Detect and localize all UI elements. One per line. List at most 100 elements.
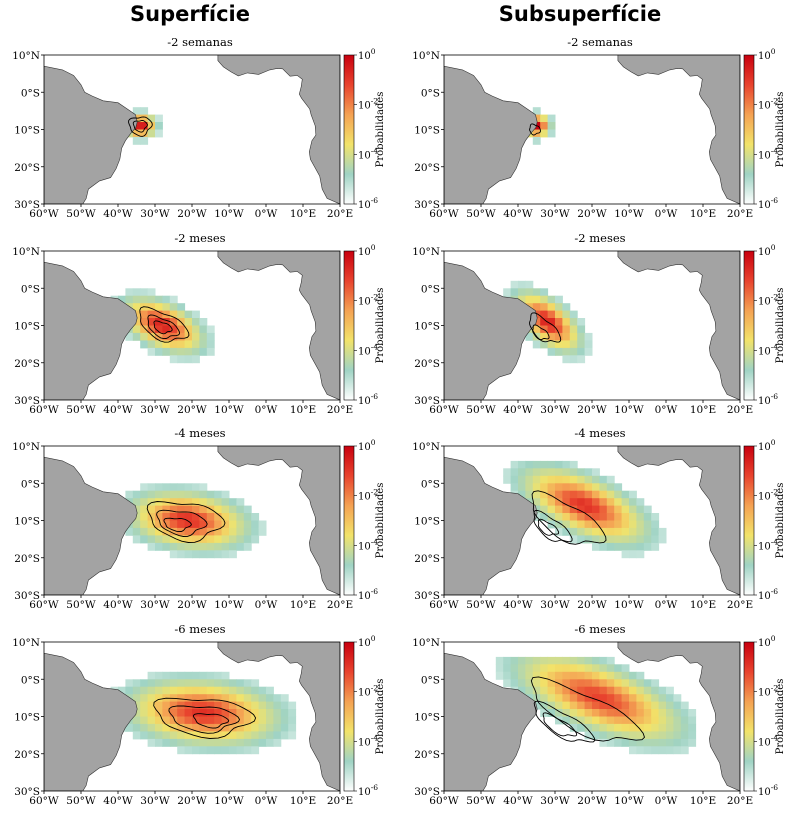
lon-tick-label: 20°E xyxy=(727,208,753,220)
lon-tick-label: 30°W xyxy=(140,404,170,416)
lon-tick-label: 60°W xyxy=(429,599,459,611)
south-america-land xyxy=(444,456,538,595)
lon-tick-label: 20°E xyxy=(727,404,753,416)
africa-land xyxy=(617,55,740,204)
colorbar-tick-label: 100 xyxy=(758,243,776,258)
map-panel: -6 meses 60°W 50°W 40°W 30°W 20°W 10°W 0°W 10°E 2… xyxy=(0,622,390,817)
lon-tick-label: 10°W xyxy=(614,208,644,220)
colorbar-label: Probabilidades xyxy=(375,287,386,363)
lon-tick-label: 20°E xyxy=(727,599,753,611)
lon-tick-label: 60°W xyxy=(29,208,59,220)
lon-tick-label: 30°W xyxy=(540,208,570,220)
lon-tick-label: 60°W xyxy=(29,795,59,807)
lon-tick-label: 10°W xyxy=(614,599,644,611)
lon-tick-label: 40°W xyxy=(103,208,133,220)
lat-tick-label: 20°S xyxy=(414,748,440,760)
probability-contour xyxy=(542,711,578,736)
lat-tick-label: 0°S xyxy=(421,478,440,490)
lon-tick-label: 20°W xyxy=(177,599,207,611)
probability-contour xyxy=(538,518,560,536)
map-panel: -6 meses 60°W 50°W 40°W 30°W 20°W 10°W 0°W 10°E 2… xyxy=(400,622,790,817)
lon-tick-label: 10°W xyxy=(214,208,244,220)
lat-tick-label: 10°S xyxy=(414,711,440,723)
lon-tick-label: 40°W xyxy=(103,599,133,611)
lat-tick-label: 30°S xyxy=(414,590,440,602)
lon-tick-label: 10°E xyxy=(690,404,716,416)
lon-tick-label: 60°W xyxy=(429,208,459,220)
probability-contour xyxy=(529,123,541,136)
lon-tick-label: 20°E xyxy=(327,404,353,416)
map-plot: 60°W 50°W 40°W 30°W 20°W 10°W 0°W 10°E 20°E 10°N 0… xyxy=(412,47,786,220)
lat-tick-label: 10°S xyxy=(414,125,440,137)
africa-land xyxy=(617,641,740,791)
lon-tick-label: 50°W xyxy=(66,404,96,416)
colorbar xyxy=(343,445,355,596)
lon-tick-label: 20°W xyxy=(177,795,207,807)
lat-tick-label: 10°S xyxy=(14,516,40,528)
lat-tick-label: 10°S xyxy=(414,516,440,528)
lon-tick-label: 30°W xyxy=(140,599,170,611)
lat-tick-label: 30°S xyxy=(14,590,40,602)
lon-tick-label: 30°W xyxy=(540,795,570,807)
lon-tick-label: 10°W xyxy=(214,795,244,807)
map-plot: 60°W 50°W 40°W 30°W 20°W 10°W 0°W 10°E 20°E 10°N 0… xyxy=(12,47,386,220)
colorbar-tick-label: 10-6 xyxy=(758,783,778,798)
lat-tick-label: 10°N xyxy=(12,637,40,649)
lon-tick-label: 40°W xyxy=(103,404,133,416)
lat-tick-label: 20°S xyxy=(14,357,40,369)
probability-contour xyxy=(128,116,153,137)
lat-tick-label: 0°S xyxy=(421,674,440,686)
lat-tick-label: 20°S xyxy=(14,162,40,174)
lat-tick-label: 30°S xyxy=(14,199,40,211)
map-panel: -4 meses 60°W 50°W 40°W 30°W 20°W 10°W 0°W 10°E 2… xyxy=(400,426,790,621)
lat-tick-label: 10°N xyxy=(412,50,440,62)
colorbar-label: Probabilidades xyxy=(375,483,386,559)
lon-tick-label: 30°W xyxy=(540,599,570,611)
lat-tick-label: 20°S xyxy=(414,357,440,369)
south-america-land xyxy=(444,65,538,204)
lon-tick-label: 10°E xyxy=(290,795,316,807)
lon-tick-label: 60°W xyxy=(29,404,59,416)
lon-tick-label: 20°E xyxy=(327,599,353,611)
lon-tick-label: 10°E xyxy=(690,795,716,807)
lat-tick-label: 10°S xyxy=(14,711,40,723)
probability-contour xyxy=(156,509,208,537)
panel-title: -2 meses xyxy=(574,230,626,245)
lon-tick-label: 40°W xyxy=(503,599,533,611)
africa-land xyxy=(217,250,340,400)
colorbar xyxy=(343,641,355,791)
colorbar xyxy=(343,54,355,205)
colorbar-tick-label: 100 xyxy=(758,634,776,649)
lat-tick-label: 30°S xyxy=(414,786,440,798)
map-panel: -4 meses 60°W 50°W 40°W 30°W 20°W 10°W 0°W 10°E 2… xyxy=(0,426,390,621)
lon-tick-label: 30°W xyxy=(140,208,170,220)
lon-tick-label: 40°W xyxy=(103,795,133,807)
lat-tick-label: 20°S xyxy=(414,162,440,174)
lon-tick-label: 50°W xyxy=(466,208,496,220)
lon-tick-label: 50°W xyxy=(466,599,496,611)
africa-land xyxy=(217,446,340,595)
lon-tick-label: 0°W xyxy=(655,208,678,220)
colorbar-tick-label: 10-6 xyxy=(358,783,378,798)
probability-contour xyxy=(192,712,230,729)
lon-tick-label: 30°W xyxy=(540,404,570,416)
lon-tick-label: 10°W xyxy=(214,599,244,611)
lat-tick-label: 10°S xyxy=(414,320,440,332)
lon-tick-label: 50°W xyxy=(66,208,96,220)
colorbar-label: Probabilidades xyxy=(775,678,786,754)
lon-tick-label: 60°W xyxy=(29,599,59,611)
map-panel: -2 semanas 60°W 50°W 40°W 30°W 20°W 10°W 0°W 10°… xyxy=(0,35,390,230)
south-america-land xyxy=(44,261,138,400)
lon-tick-label: 20°W xyxy=(577,404,607,416)
map-panel: -2 semanas 60°W 50°W 40°W 30°W 20°W 10°W 0°W 10°… xyxy=(400,35,790,230)
africa-land xyxy=(217,55,340,204)
panel-title: -4 meses xyxy=(574,426,626,440)
lon-tick-label: 20°E xyxy=(327,208,353,220)
lat-tick-label: 10°N xyxy=(12,246,40,258)
column-title-surface: Superfície xyxy=(130,2,250,26)
lat-tick-label: 10°N xyxy=(412,246,440,258)
colorbar-tick-label: 100 xyxy=(758,438,776,453)
south-america-land xyxy=(444,652,538,791)
lon-tick-label: 20°E xyxy=(727,795,753,807)
lon-tick-label: 0°W xyxy=(255,404,278,416)
